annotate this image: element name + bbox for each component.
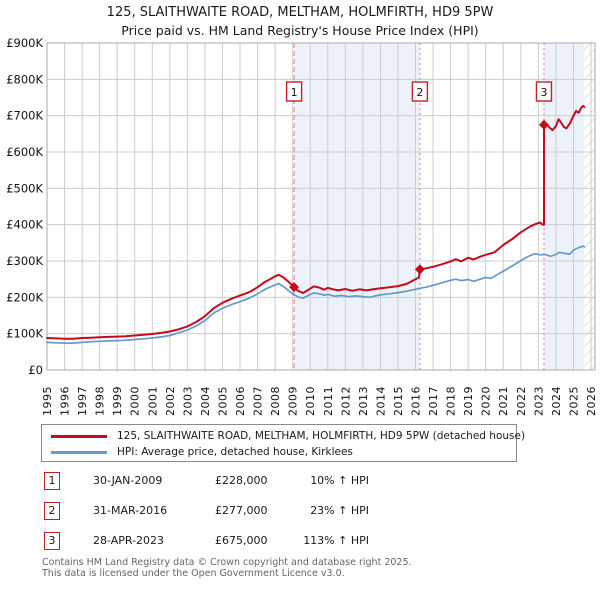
transaction-date: 30-JAN-2009 (93, 474, 163, 487)
legend: 125, SLAITHWAITE ROAD, MELTHAM, HOLMFIRT… (41, 424, 525, 462)
transaction-row: 2 31-MAR-2016 £277,000 23% ↑ HPI (41, 502, 381, 522)
svg-text:2009: 2009 (287, 386, 300, 416)
svg-text:£0: £0 (28, 363, 43, 377)
transaction-number-badge: 1 (44, 472, 60, 490)
svg-text:£500K: £500K (6, 181, 43, 195)
svg-text:2022: 2022 (515, 386, 528, 416)
transaction-hpi-change: 23% ↑ HPI (310, 504, 369, 517)
svg-text:2014: 2014 (374, 386, 387, 416)
svg-text:2026: 2026 (585, 386, 598, 416)
svg-text:2024: 2024 (550, 386, 563, 416)
property-line-swatch (51, 434, 107, 438)
svg-text:2011: 2011 (322, 386, 335, 416)
sale-marker-flag: 1 (285, 81, 303, 102)
svg-text:2002: 2002 (164, 386, 177, 416)
svg-text:2013: 2013 (357, 386, 370, 416)
svg-text:2023: 2023 (532, 386, 545, 416)
footer-licence: This data is licensed under the Open Gov… (42, 568, 345, 579)
svg-text:2000: 2000 (129, 386, 142, 416)
legend-item-property: 125, SLAITHWAITE ROAD, MELTHAM, HOLMFIRT… (42, 428, 525, 444)
svg-text:2: 2 (416, 86, 423, 99)
svg-text:2019: 2019 (462, 386, 475, 416)
transaction-row: 1 30-JAN-2009 £228,000 10% ↑ HPI (41, 472, 381, 492)
svg-text:2012: 2012 (339, 386, 352, 416)
legend-item-hpi: HPI: Average price, detached house, Kirk… (42, 444, 516, 460)
transaction-hpi-change: 10% ↑ HPI (310, 474, 369, 487)
svg-text:1: 1 (291, 86, 298, 99)
footer-copyright: Contains HM Land Registry data © Crown c… (42, 557, 412, 568)
svg-text:£800K: £800K (6, 72, 43, 86)
price-history-plot: 1 2 3 £0 £100K £200K £300K £400K £500K £600K £700K… (6, 36, 598, 416)
transaction-date: 28-APR-2023 (93, 534, 165, 547)
svg-text:2021: 2021 (497, 386, 510, 416)
page-subtitle: Price paid vs. HM Land Registry's House … (121, 23, 479, 38)
svg-text:2006: 2006 (234, 386, 247, 416)
transaction-price: £675,000 (215, 534, 268, 547)
svg-text:1997: 1997 (76, 386, 89, 416)
svg-text:2004: 2004 (199, 386, 212, 416)
svg-text:2025: 2025 (567, 386, 580, 416)
svg-text:£400K: £400K (6, 218, 43, 232)
svg-text:2017: 2017 (427, 386, 440, 416)
transaction-price: £228,000 (215, 474, 268, 487)
transaction-row: 3 28-APR-2023 £675,000 113% ↑ HPI (41, 532, 381, 552)
legend-hpi-label: HPI: Average price, detached house, Kirk… (117, 446, 353, 458)
svg-text:2016: 2016 (410, 386, 423, 416)
transaction-date: 31-MAR-2016 (93, 504, 168, 517)
svg-text:£100K: £100K (6, 327, 43, 341)
svg-text:2008: 2008 (269, 386, 282, 416)
svg-text:1996: 1996 (59, 386, 72, 416)
svg-text:1998: 1998 (94, 386, 107, 416)
sale-marker-flag: 3 (535, 81, 553, 102)
svg-text:£600K: £600K (6, 145, 43, 159)
svg-text:1999: 1999 (111, 386, 124, 416)
transaction-number-badge: 2 (44, 502, 60, 520)
svg-text:2003: 2003 (181, 386, 194, 416)
svg-text:3: 3 (540, 86, 547, 99)
svg-text:£900K: £900K (6, 36, 43, 50)
svg-text:2010: 2010 (304, 386, 317, 416)
transaction-price: £277,000 (215, 504, 268, 517)
svg-text:2001: 2001 (146, 386, 159, 416)
svg-text:1995: 1995 (41, 386, 54, 416)
svg-text:2020: 2020 (480, 386, 493, 416)
svg-text:£300K: £300K (6, 254, 43, 268)
svg-text:2018: 2018 (445, 386, 458, 416)
transaction-hpi-change: 113% ↑ HPI (303, 534, 369, 547)
svg-text:2005: 2005 (216, 386, 229, 416)
svg-text:£200K: £200K (6, 290, 43, 304)
svg-text:£700K: £700K (6, 109, 43, 123)
page-title: 125, SLAITHWAITE ROAD, MELTHAM, HOLMFIRT… (106, 5, 494, 20)
sale-marker-flag: 2 (411, 81, 429, 102)
hpi-line-swatch (51, 450, 107, 454)
transaction-number-badge: 3 (44, 532, 60, 550)
svg-text:2015: 2015 (392, 386, 405, 416)
svg-text:2007: 2007 (252, 386, 265, 416)
legend-property-label: 125, SLAITHWAITE ROAD, MELTHAM, HOLMFIRT… (117, 430, 526, 442)
